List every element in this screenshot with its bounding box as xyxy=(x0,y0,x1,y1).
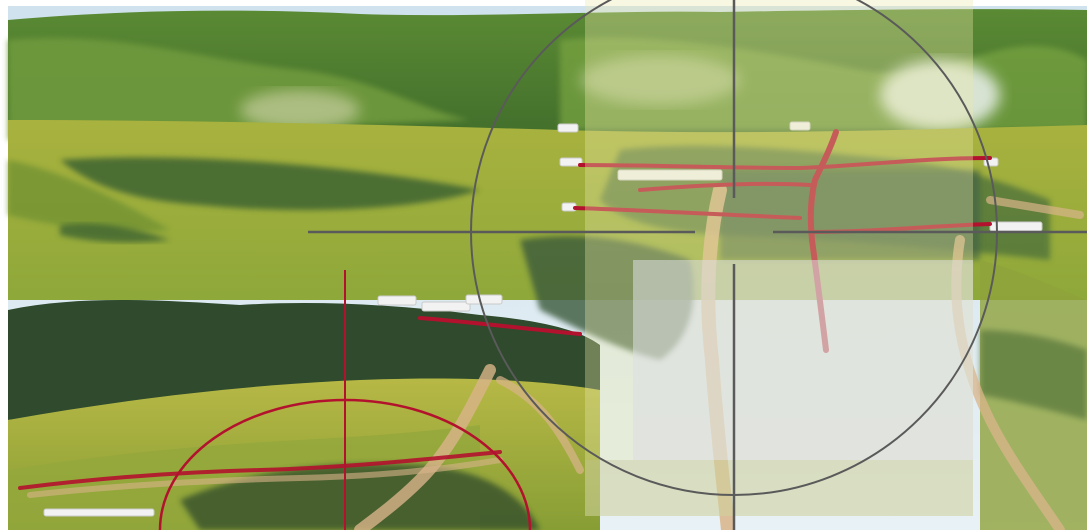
forest-belt xyxy=(8,300,600,420)
overlay-panel-strip xyxy=(585,460,973,516)
buildings xyxy=(43,121,1043,517)
overlay-panel-inner xyxy=(633,260,973,460)
crosshair-reticle-large-icon xyxy=(308,0,1087,530)
crosshair-reticle-small-icon xyxy=(158,270,532,530)
